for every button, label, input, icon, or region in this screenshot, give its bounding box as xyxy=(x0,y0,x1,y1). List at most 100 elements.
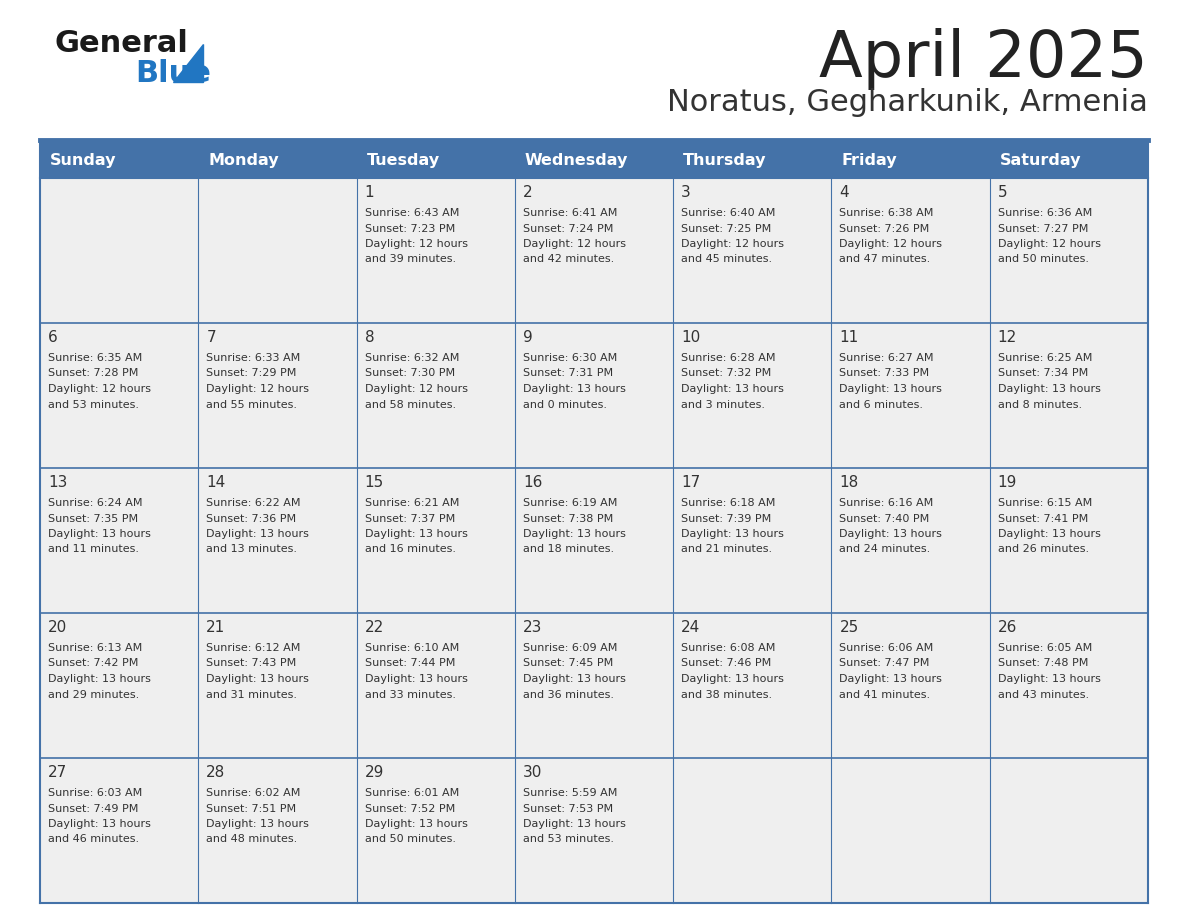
Text: Sunrise: 6:19 AM: Sunrise: 6:19 AM xyxy=(523,498,618,508)
Text: Daylight: 12 hours: Daylight: 12 hours xyxy=(207,384,309,394)
Text: Daylight: 13 hours: Daylight: 13 hours xyxy=(998,529,1100,539)
FancyBboxPatch shape xyxy=(40,178,198,323)
Text: Sunset: 7:41 PM: Sunset: 7:41 PM xyxy=(998,513,1088,523)
FancyBboxPatch shape xyxy=(832,323,990,468)
Text: Daylight: 13 hours: Daylight: 13 hours xyxy=(998,674,1100,684)
Text: and 58 minutes.: and 58 minutes. xyxy=(365,399,456,409)
Text: Sunset: 7:39 PM: Sunset: 7:39 PM xyxy=(681,513,771,523)
Text: and 33 minutes.: and 33 minutes. xyxy=(365,689,455,700)
Text: Sunrise: 6:40 AM: Sunrise: 6:40 AM xyxy=(681,208,776,218)
Text: Sunset: 7:31 PM: Sunset: 7:31 PM xyxy=(523,368,613,378)
Text: and 53 minutes.: and 53 minutes. xyxy=(48,399,139,409)
FancyBboxPatch shape xyxy=(832,758,990,903)
Text: Sunrise: 6:12 AM: Sunrise: 6:12 AM xyxy=(207,643,301,653)
FancyBboxPatch shape xyxy=(832,613,990,758)
FancyBboxPatch shape xyxy=(198,758,356,903)
Text: April 2025: April 2025 xyxy=(820,28,1148,90)
Text: Monday: Monday xyxy=(208,152,279,167)
Text: Daylight: 13 hours: Daylight: 13 hours xyxy=(365,529,467,539)
Text: and 26 minutes.: and 26 minutes. xyxy=(998,544,1089,554)
Text: Blue: Blue xyxy=(135,59,211,88)
Text: and 48 minutes.: and 48 minutes. xyxy=(207,834,297,845)
Text: Sunrise: 6:24 AM: Sunrise: 6:24 AM xyxy=(48,498,143,508)
Text: and 31 minutes.: and 31 minutes. xyxy=(207,689,297,700)
Text: Daylight: 13 hours: Daylight: 13 hours xyxy=(48,529,151,539)
FancyBboxPatch shape xyxy=(674,468,832,613)
Text: Sunrise: 6:30 AM: Sunrise: 6:30 AM xyxy=(523,353,617,363)
Text: Daylight: 13 hours: Daylight: 13 hours xyxy=(48,674,151,684)
Text: 26: 26 xyxy=(998,620,1017,635)
Text: Sunrise: 6:28 AM: Sunrise: 6:28 AM xyxy=(681,353,776,363)
FancyBboxPatch shape xyxy=(832,468,990,613)
Text: Sunset: 7:43 PM: Sunset: 7:43 PM xyxy=(207,658,297,668)
Text: 4: 4 xyxy=(840,185,849,200)
Text: and 55 minutes.: and 55 minutes. xyxy=(207,399,297,409)
Text: 30: 30 xyxy=(523,765,542,780)
Text: 12: 12 xyxy=(998,330,1017,345)
Text: Noratus, Gegharkunik, Armenia: Noratus, Gegharkunik, Armenia xyxy=(668,88,1148,117)
Text: Sunset: 7:53 PM: Sunset: 7:53 PM xyxy=(523,803,613,813)
Text: Daylight: 13 hours: Daylight: 13 hours xyxy=(523,529,626,539)
Text: Sunset: 7:46 PM: Sunset: 7:46 PM xyxy=(681,658,771,668)
Text: 28: 28 xyxy=(207,765,226,780)
Text: Sunset: 7:37 PM: Sunset: 7:37 PM xyxy=(365,513,455,523)
FancyBboxPatch shape xyxy=(990,758,1148,903)
Text: Sunset: 7:34 PM: Sunset: 7:34 PM xyxy=(998,368,1088,378)
FancyBboxPatch shape xyxy=(356,323,514,468)
Text: Daylight: 13 hours: Daylight: 13 hours xyxy=(681,529,784,539)
Text: Sunset: 7:49 PM: Sunset: 7:49 PM xyxy=(48,803,138,813)
Text: Sunrise: 6:08 AM: Sunrise: 6:08 AM xyxy=(681,643,776,653)
FancyBboxPatch shape xyxy=(674,142,832,178)
FancyBboxPatch shape xyxy=(40,323,198,468)
Text: Sunset: 7:28 PM: Sunset: 7:28 PM xyxy=(48,368,138,378)
FancyBboxPatch shape xyxy=(198,142,356,178)
FancyBboxPatch shape xyxy=(40,142,198,178)
Text: Daylight: 13 hours: Daylight: 13 hours xyxy=(840,384,942,394)
Text: and 24 minutes.: and 24 minutes. xyxy=(840,544,930,554)
Text: Daylight: 12 hours: Daylight: 12 hours xyxy=(365,384,468,394)
FancyBboxPatch shape xyxy=(356,758,514,903)
FancyBboxPatch shape xyxy=(832,178,990,323)
FancyBboxPatch shape xyxy=(40,468,198,613)
FancyBboxPatch shape xyxy=(514,178,674,323)
FancyBboxPatch shape xyxy=(198,468,356,613)
Text: Sunrise: 6:27 AM: Sunrise: 6:27 AM xyxy=(840,353,934,363)
FancyBboxPatch shape xyxy=(514,468,674,613)
Text: and 13 minutes.: and 13 minutes. xyxy=(207,544,297,554)
Text: Sunrise: 6:02 AM: Sunrise: 6:02 AM xyxy=(207,788,301,798)
Text: Sunset: 7:52 PM: Sunset: 7:52 PM xyxy=(365,803,455,813)
Text: and 8 minutes.: and 8 minutes. xyxy=(998,399,1082,409)
FancyBboxPatch shape xyxy=(674,758,832,903)
Text: 3: 3 xyxy=(681,185,691,200)
Text: Sunrise: 6:35 AM: Sunrise: 6:35 AM xyxy=(48,353,143,363)
Text: 19: 19 xyxy=(998,475,1017,490)
FancyBboxPatch shape xyxy=(990,323,1148,468)
Text: Daylight: 13 hours: Daylight: 13 hours xyxy=(998,384,1100,394)
Text: Sunrise: 6:38 AM: Sunrise: 6:38 AM xyxy=(840,208,934,218)
Text: Sunset: 7:33 PM: Sunset: 7:33 PM xyxy=(840,368,929,378)
FancyBboxPatch shape xyxy=(990,178,1148,323)
Text: 2: 2 xyxy=(523,185,532,200)
Text: and 38 minutes.: and 38 minutes. xyxy=(681,689,772,700)
Text: Sunset: 7:38 PM: Sunset: 7:38 PM xyxy=(523,513,613,523)
Text: 18: 18 xyxy=(840,475,859,490)
Text: Sunset: 7:30 PM: Sunset: 7:30 PM xyxy=(365,368,455,378)
Text: and 50 minutes.: and 50 minutes. xyxy=(998,254,1088,264)
Text: Sunrise: 6:32 AM: Sunrise: 6:32 AM xyxy=(365,353,459,363)
Text: Sunrise: 6:33 AM: Sunrise: 6:33 AM xyxy=(207,353,301,363)
Text: 6: 6 xyxy=(48,330,58,345)
Text: Sunset: 7:27 PM: Sunset: 7:27 PM xyxy=(998,223,1088,233)
Text: and 50 minutes.: and 50 minutes. xyxy=(365,834,455,845)
Text: Daylight: 13 hours: Daylight: 13 hours xyxy=(48,819,151,829)
Text: Sunrise: 6:09 AM: Sunrise: 6:09 AM xyxy=(523,643,618,653)
Text: Daylight: 12 hours: Daylight: 12 hours xyxy=(365,239,468,249)
Text: Sunset: 7:26 PM: Sunset: 7:26 PM xyxy=(840,223,930,233)
Text: Daylight: 13 hours: Daylight: 13 hours xyxy=(207,529,309,539)
Text: Sunrise: 6:18 AM: Sunrise: 6:18 AM xyxy=(681,498,776,508)
Text: and 16 minutes.: and 16 minutes. xyxy=(365,544,455,554)
FancyBboxPatch shape xyxy=(832,142,990,178)
Text: Daylight: 12 hours: Daylight: 12 hours xyxy=(840,239,942,249)
FancyBboxPatch shape xyxy=(40,758,198,903)
Text: Daylight: 13 hours: Daylight: 13 hours xyxy=(523,674,626,684)
Text: and 11 minutes.: and 11 minutes. xyxy=(48,544,139,554)
